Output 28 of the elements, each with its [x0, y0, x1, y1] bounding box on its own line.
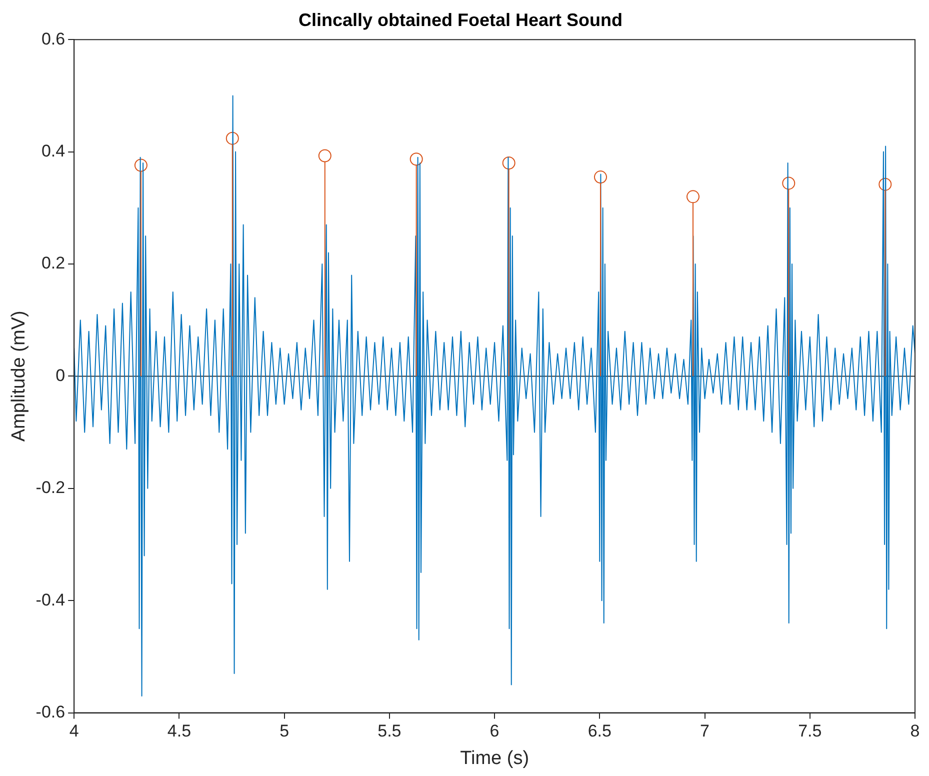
y-tick-label: -0.4 [36, 590, 66, 610]
x-tick-label: 6 [490, 722, 500, 741]
y-tick-label: 0 [56, 366, 66, 385]
x-tick-label: 5.5 [378, 722, 402, 741]
x-tick-label: 4.5 [167, 722, 192, 741]
point [782, 176, 796, 190]
y-axis-title: Amplitude (mV) [8, 310, 30, 442]
y-tick-label: -0.6 [36, 702, 66, 722]
x-tick-label: 8 [910, 722, 920, 741]
point [134, 158, 148, 172]
y-tick-label: -0.2 [36, 478, 66, 498]
x-axis-title: Time (s) [460, 748, 530, 769]
x-tick-label: 4 [69, 722, 79, 741]
y-tick-label: 0.2 [41, 254, 66, 273]
x-tick-label: 6.5 [588, 722, 612, 741]
x-tick-label: 7.5 [798, 722, 822, 741]
point [502, 156, 516, 170]
x-tick-label: 5 [280, 722, 290, 741]
point [594, 170, 607, 184]
point [878, 178, 892, 191]
x-tick-label: 7 [700, 722, 710, 741]
point [686, 190, 700, 204]
point [318, 149, 332, 162]
chart-title: Clincally obtained Foetal Heart Sound [298, 10, 623, 30]
y-tick-label: 0.6 [41, 29, 66, 48]
point [410, 152, 423, 166]
y-tick-label: 0.4 [41, 141, 66, 160]
point [226, 132, 239, 145]
